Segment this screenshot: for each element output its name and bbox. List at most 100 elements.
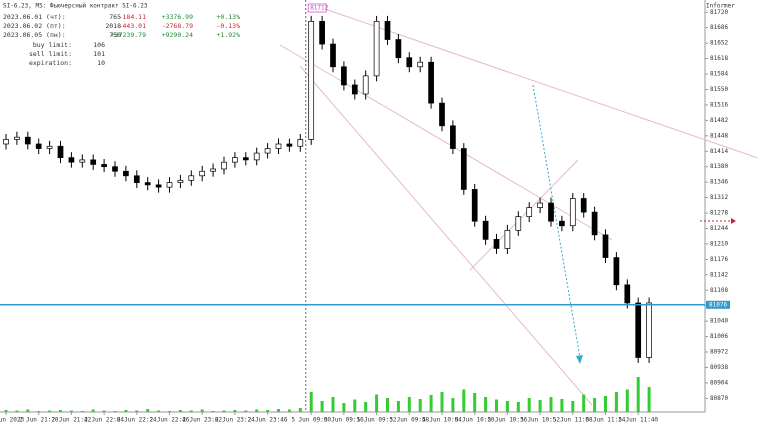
volume-bar bbox=[91, 409, 95, 412]
volume-bar bbox=[396, 401, 400, 412]
volume-bar bbox=[287, 409, 291, 412]
x-tick-label: 2 Jun 23:02 bbox=[182, 417, 222, 424]
arrow-head bbox=[731, 218, 736, 224]
candle-body bbox=[417, 61, 424, 68]
volume-bar bbox=[320, 401, 324, 412]
x-tick-label: 5 Jun 10:04 bbox=[422, 417, 462, 424]
informer-cell: +37239.79 bbox=[111, 31, 146, 39]
x-tick-label: 5 Jun 11:08 bbox=[553, 417, 593, 424]
y-tick-label: 81040 bbox=[710, 318, 728, 325]
informer-button[interactable]: Informer bbox=[706, 3, 735, 10]
volume-bar bbox=[614, 392, 618, 412]
volume-bar bbox=[113, 411, 117, 412]
y-tick-label: 81006 bbox=[710, 333, 728, 340]
candle-body bbox=[35, 143, 42, 149]
y-tick-label: 81278 bbox=[710, 210, 728, 217]
volume-bar bbox=[135, 410, 139, 412]
volume-bar bbox=[37, 411, 41, 412]
y-tick-label: 80870 bbox=[710, 395, 728, 402]
informer-cell: 2023.06.02 (пт): bbox=[3, 22, 66, 30]
candle-body bbox=[133, 175, 140, 183]
y-tick-label: 81550 bbox=[710, 86, 728, 93]
volume-bar bbox=[527, 398, 531, 412]
candle-body bbox=[482, 220, 489, 240]
candle-body bbox=[3, 139, 9, 145]
candle-body bbox=[232, 157, 238, 163]
volume-bar bbox=[244, 410, 248, 412]
candle-body bbox=[580, 198, 587, 213]
x-tick-label: 5 Jun 09:16 bbox=[324, 417, 364, 424]
volume-bar bbox=[157, 410, 161, 412]
limit-cell: 106 bbox=[93, 41, 105, 49]
y-tick-label: 81516 bbox=[710, 101, 728, 108]
arrow-head bbox=[576, 355, 583, 364]
y-tick-label: 81108 bbox=[710, 287, 728, 294]
volume-bar bbox=[549, 397, 553, 412]
candle-body bbox=[264, 148, 271, 154]
y-tick-label: 81210 bbox=[710, 240, 728, 247]
candle-body bbox=[362, 75, 369, 95]
volume-bar bbox=[505, 401, 509, 412]
y-tick-label: 81720 bbox=[710, 9, 728, 16]
candle-body bbox=[373, 20, 380, 77]
volume-bar bbox=[429, 395, 433, 412]
x-tick-label: 5 Jun 11:40 bbox=[618, 417, 658, 424]
x-tick-label: 2 Jun 23:24 bbox=[215, 417, 255, 424]
candle-body bbox=[144, 182, 151, 186]
candle-body bbox=[330, 43, 336, 68]
volume-bar bbox=[451, 398, 455, 412]
informer-cell: -443.01 bbox=[119, 22, 146, 30]
volume-bar bbox=[353, 399, 357, 412]
candle-body bbox=[90, 159, 97, 165]
candle-body bbox=[526, 207, 533, 218]
trend-line bbox=[299, 65, 593, 406]
candle-body bbox=[112, 166, 118, 172]
candle-body bbox=[24, 136, 31, 145]
y-tick-label: 81142 bbox=[710, 271, 728, 278]
candle-body bbox=[450, 125, 456, 149]
x-tick-label: 2 Jun 21:20 bbox=[19, 417, 59, 424]
candle-body bbox=[537, 202, 543, 208]
volume-bar bbox=[4, 410, 8, 412]
y-tick-label: 81312 bbox=[710, 194, 728, 201]
volume-bar bbox=[124, 410, 128, 412]
volume-bar bbox=[15, 410, 19, 412]
trend-line bbox=[321, 7, 758, 159]
volume-bar bbox=[375, 394, 379, 412]
candle-body bbox=[123, 170, 129, 177]
volume-bar bbox=[26, 409, 30, 412]
volume-bar bbox=[538, 400, 542, 412]
informer-cell: -184.11 bbox=[119, 13, 146, 21]
candle-body bbox=[591, 211, 598, 236]
volume-bar bbox=[59, 410, 62, 412]
candle-body bbox=[14, 136, 20, 140]
informer-cell: 2023.06.05 (пн): bbox=[3, 31, 66, 39]
candle-body bbox=[46, 145, 53, 149]
candle-body bbox=[275, 143, 282, 149]
y-tick-label: 80938 bbox=[710, 364, 728, 371]
candle-body bbox=[351, 84, 358, 95]
candle-body bbox=[253, 152, 260, 161]
x-tick-label: 2 Jun 2023 bbox=[0, 417, 24, 424]
volume-bar bbox=[636, 377, 640, 412]
candle-body bbox=[68, 157, 75, 163]
candle-body bbox=[395, 39, 402, 59]
y-tick-label: 81618 bbox=[710, 55, 728, 62]
x-tick-label: 5 Jun 11:24 bbox=[586, 417, 626, 424]
chart-title: SI-6.23, M5: Фьючерсный контракт SI-6.23 bbox=[3, 3, 148, 10]
volume-bar bbox=[189, 410, 193, 412]
candle-body bbox=[79, 159, 86, 163]
candle-body bbox=[155, 184, 162, 188]
candle-body bbox=[57, 145, 64, 158]
candle-body bbox=[569, 198, 576, 227]
y-tick-label: 81652 bbox=[710, 40, 728, 47]
x-tick-label: 5 Jun 10:20 bbox=[455, 417, 495, 424]
volume-bar bbox=[102, 410, 106, 412]
candle-body bbox=[548, 202, 554, 222]
candle-body bbox=[101, 164, 107, 168]
volume-bar bbox=[266, 410, 270, 412]
candle-body bbox=[602, 234, 609, 258]
volume-bar bbox=[582, 394, 586, 412]
candle-body bbox=[319, 20, 325, 45]
